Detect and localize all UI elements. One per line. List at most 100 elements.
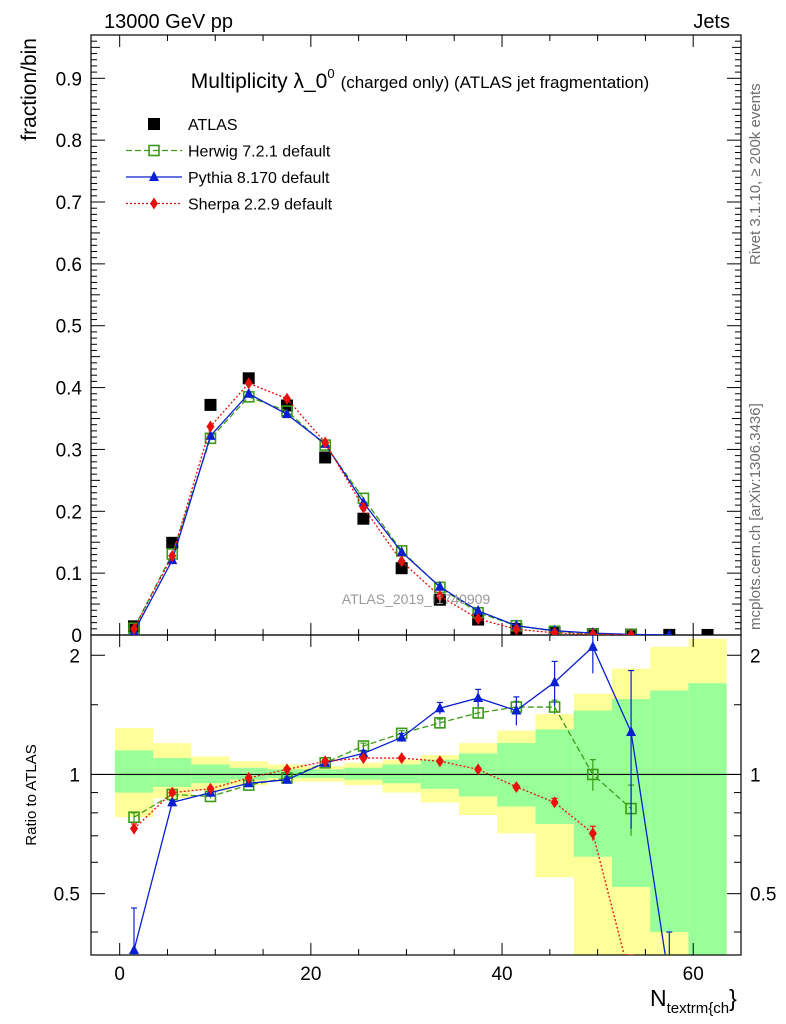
ratio-series-group — [91, 635, 741, 988]
sherpa-main-point-4 — [282, 392, 291, 405]
sherpa-main-point-7 — [397, 555, 406, 568]
sherpa-ratio-point-6 — [359, 752, 368, 765]
chart-title-superscript: 0 — [327, 66, 334, 81]
pythia-ratio-point-1 — [167, 796, 178, 807]
sherpa-ratio-point-11 — [550, 796, 559, 809]
sherpa-main-point-3 — [244, 377, 253, 390]
y-tick-label-6: 0.6 — [56, 255, 82, 276]
sherpa-ratio-point-13 — [627, 976, 635, 988]
pythia-ratio-point-14 — [664, 976, 674, 986]
pythia-main-point-3 — [243, 387, 254, 398]
pythia-main-point-4 — [281, 408, 292, 419]
atlas-main-point-7 — [395, 562, 408, 575]
ratio-tick-label-right-0: 0.5 — [750, 885, 776, 906]
legend-label-atlas: ATLAS — [188, 117, 238, 134]
pythia-main-point-14 — [666, 628, 673, 635]
sherpa-ratio-point-2 — [206, 782, 215, 795]
pythia-ratio-point-9 — [473, 691, 484, 702]
ratio-tick-label-right-1: 1 — [750, 765, 761, 786]
legend-marker-sherpa — [150, 197, 158, 210]
sherpa-main-point-5 — [321, 436, 330, 449]
x-tick-label-3: 60 — [683, 964, 704, 985]
pythia-ratio-point-7 — [396, 731, 407, 742]
y-axis-label: fraction/bin — [18, 38, 41, 141]
sherpa-ratio-point-3 — [244, 771, 253, 784]
sherpa-ratio-point-0 — [130, 822, 139, 835]
ratio-tick-label-2: 2 — [69, 646, 80, 667]
sherpa-main-point-6 — [359, 501, 368, 514]
herwig-ratio-point-8 — [434, 717, 446, 729]
herwig-ratio-line — [133, 706, 632, 818]
y-tick-label-8: 0.8 — [56, 131, 82, 152]
band-green-14 — [650, 690, 689, 933]
legend-marker-atlas — [148, 118, 160, 130]
y-tick-label-3: 0.3 — [56, 440, 82, 461]
pythia-ratio-point-4 — [281, 773, 292, 784]
legend-label-pythia: Pythia 8.170 default — [188, 170, 330, 187]
pythia-ratio-point-8 — [434, 702, 445, 713]
mcplots-label: mcplots.cern.ch [arXiv:1306.3436] — [747, 403, 764, 630]
sherpa-ratio-point-4 — [282, 763, 291, 776]
ratio-tick-label-0: 0.5 — [54, 885, 80, 906]
y-tick-label-1: 0.1 — [56, 564, 82, 585]
sherpa-ratio-point-8 — [435, 755, 444, 768]
sherpa-main-point-10 — [512, 623, 521, 635]
header-left: 13000 GeV pp — [104, 11, 233, 33]
sherpa-ratio-line — [133, 757, 625, 955]
atlas-main-point-5 — [319, 451, 332, 464]
pythia-main-point-7 — [396, 546, 407, 557]
pythia-main-point-8 — [434, 580, 445, 591]
x-axis-label: Ntextrm{ch} — [650, 985, 737, 1017]
header-right: Jets — [693, 11, 730, 33]
sherpa-ratio-point-9 — [474, 763, 483, 776]
y-tick-label-2: 0.2 — [56, 502, 82, 523]
sherpa-ratio-point-5 — [321, 755, 330, 768]
pythia-ratio-point-11 — [549, 676, 560, 687]
chart-title: Multiplicity λ_00 (charged only) (ATLAS j… — [191, 66, 649, 93]
ratio-panel-frame — [90, 634, 742, 956]
legend-label-sherpa: Sherpa 2.2.9 default — [188, 197, 333, 214]
watermark: ATLAS_2019_I1740909 — [342, 591, 491, 607]
sherpa-ratio-point-1 — [168, 786, 177, 799]
rivet-label: Rivet 3.1.10, ≥ 200k events — [747, 83, 764, 265]
x-tick-label-0: 0 — [114, 964, 125, 985]
legend-label-herwig: Herwig 7.2.1 default — [188, 144, 331, 161]
sherpa-main-point-8 — [435, 590, 444, 603]
ratio-y-axis-label: Ratio to ATLAS — [23, 744, 40, 845]
sherpa-ratio-point-10 — [512, 780, 521, 793]
band-green-5 — [306, 769, 345, 778]
legend: ATLAS Herwig 7.2.1 default Pythia 8.170 de… — [126, 117, 333, 214]
band-green-0 — [114, 750, 154, 793]
herwig-ratio-point-12 — [587, 768, 599, 781]
pythia-ratio-point-12 — [587, 640, 598, 651]
x-tick-label-1: 20 — [300, 964, 321, 985]
sherpa-ratio-point-12 — [588, 827, 597, 840]
y-tick-label-9: 0.9 — [56, 69, 82, 90]
legend-marker-herwig — [148, 144, 160, 157]
pythia-ratio-point-10 — [511, 704, 522, 715]
atlas-main-point-6 — [357, 512, 370, 525]
x-axis-label-sub: textrm{ch — [667, 1000, 730, 1017]
legend-marker-pythia — [149, 171, 159, 181]
band-green-15 — [688, 683, 727, 955]
x-axis-label-main: N — [650, 985, 667, 1011]
sherpa-main-point-11 — [550, 626, 559, 635]
herwig-ratio-point-0 — [128, 811, 140, 823]
chart-title-tail: (charged only) (ATLAS jet fragmentation) — [341, 73, 650, 92]
sherpa-main-point-13 — [627, 628, 636, 635]
ratio-tick-label-right-2: 2 — [750, 646, 761, 667]
x-tick-label-2: 40 — [491, 964, 512, 985]
pythia-ratio-point-13 — [626, 726, 637, 737]
y-tick-label-5: 0.5 — [56, 317, 82, 338]
ratio-tick-label-1: 1 — [69, 765, 80, 786]
herwig-ratio-point-9 — [472, 707, 484, 719]
x-axis-label-close: } — [729, 985, 737, 1011]
chart-title-main: Multiplicity λ_0 — [191, 70, 328, 93]
pythia-main-point-2 — [205, 429, 216, 440]
sherpa-main-point-1 — [168, 549, 177, 562]
sherpa-main-point-12 — [588, 628, 597, 635]
sherpa-main-point-9 — [474, 612, 483, 625]
pythia-ratio-point-0 — [129, 944, 140, 955]
